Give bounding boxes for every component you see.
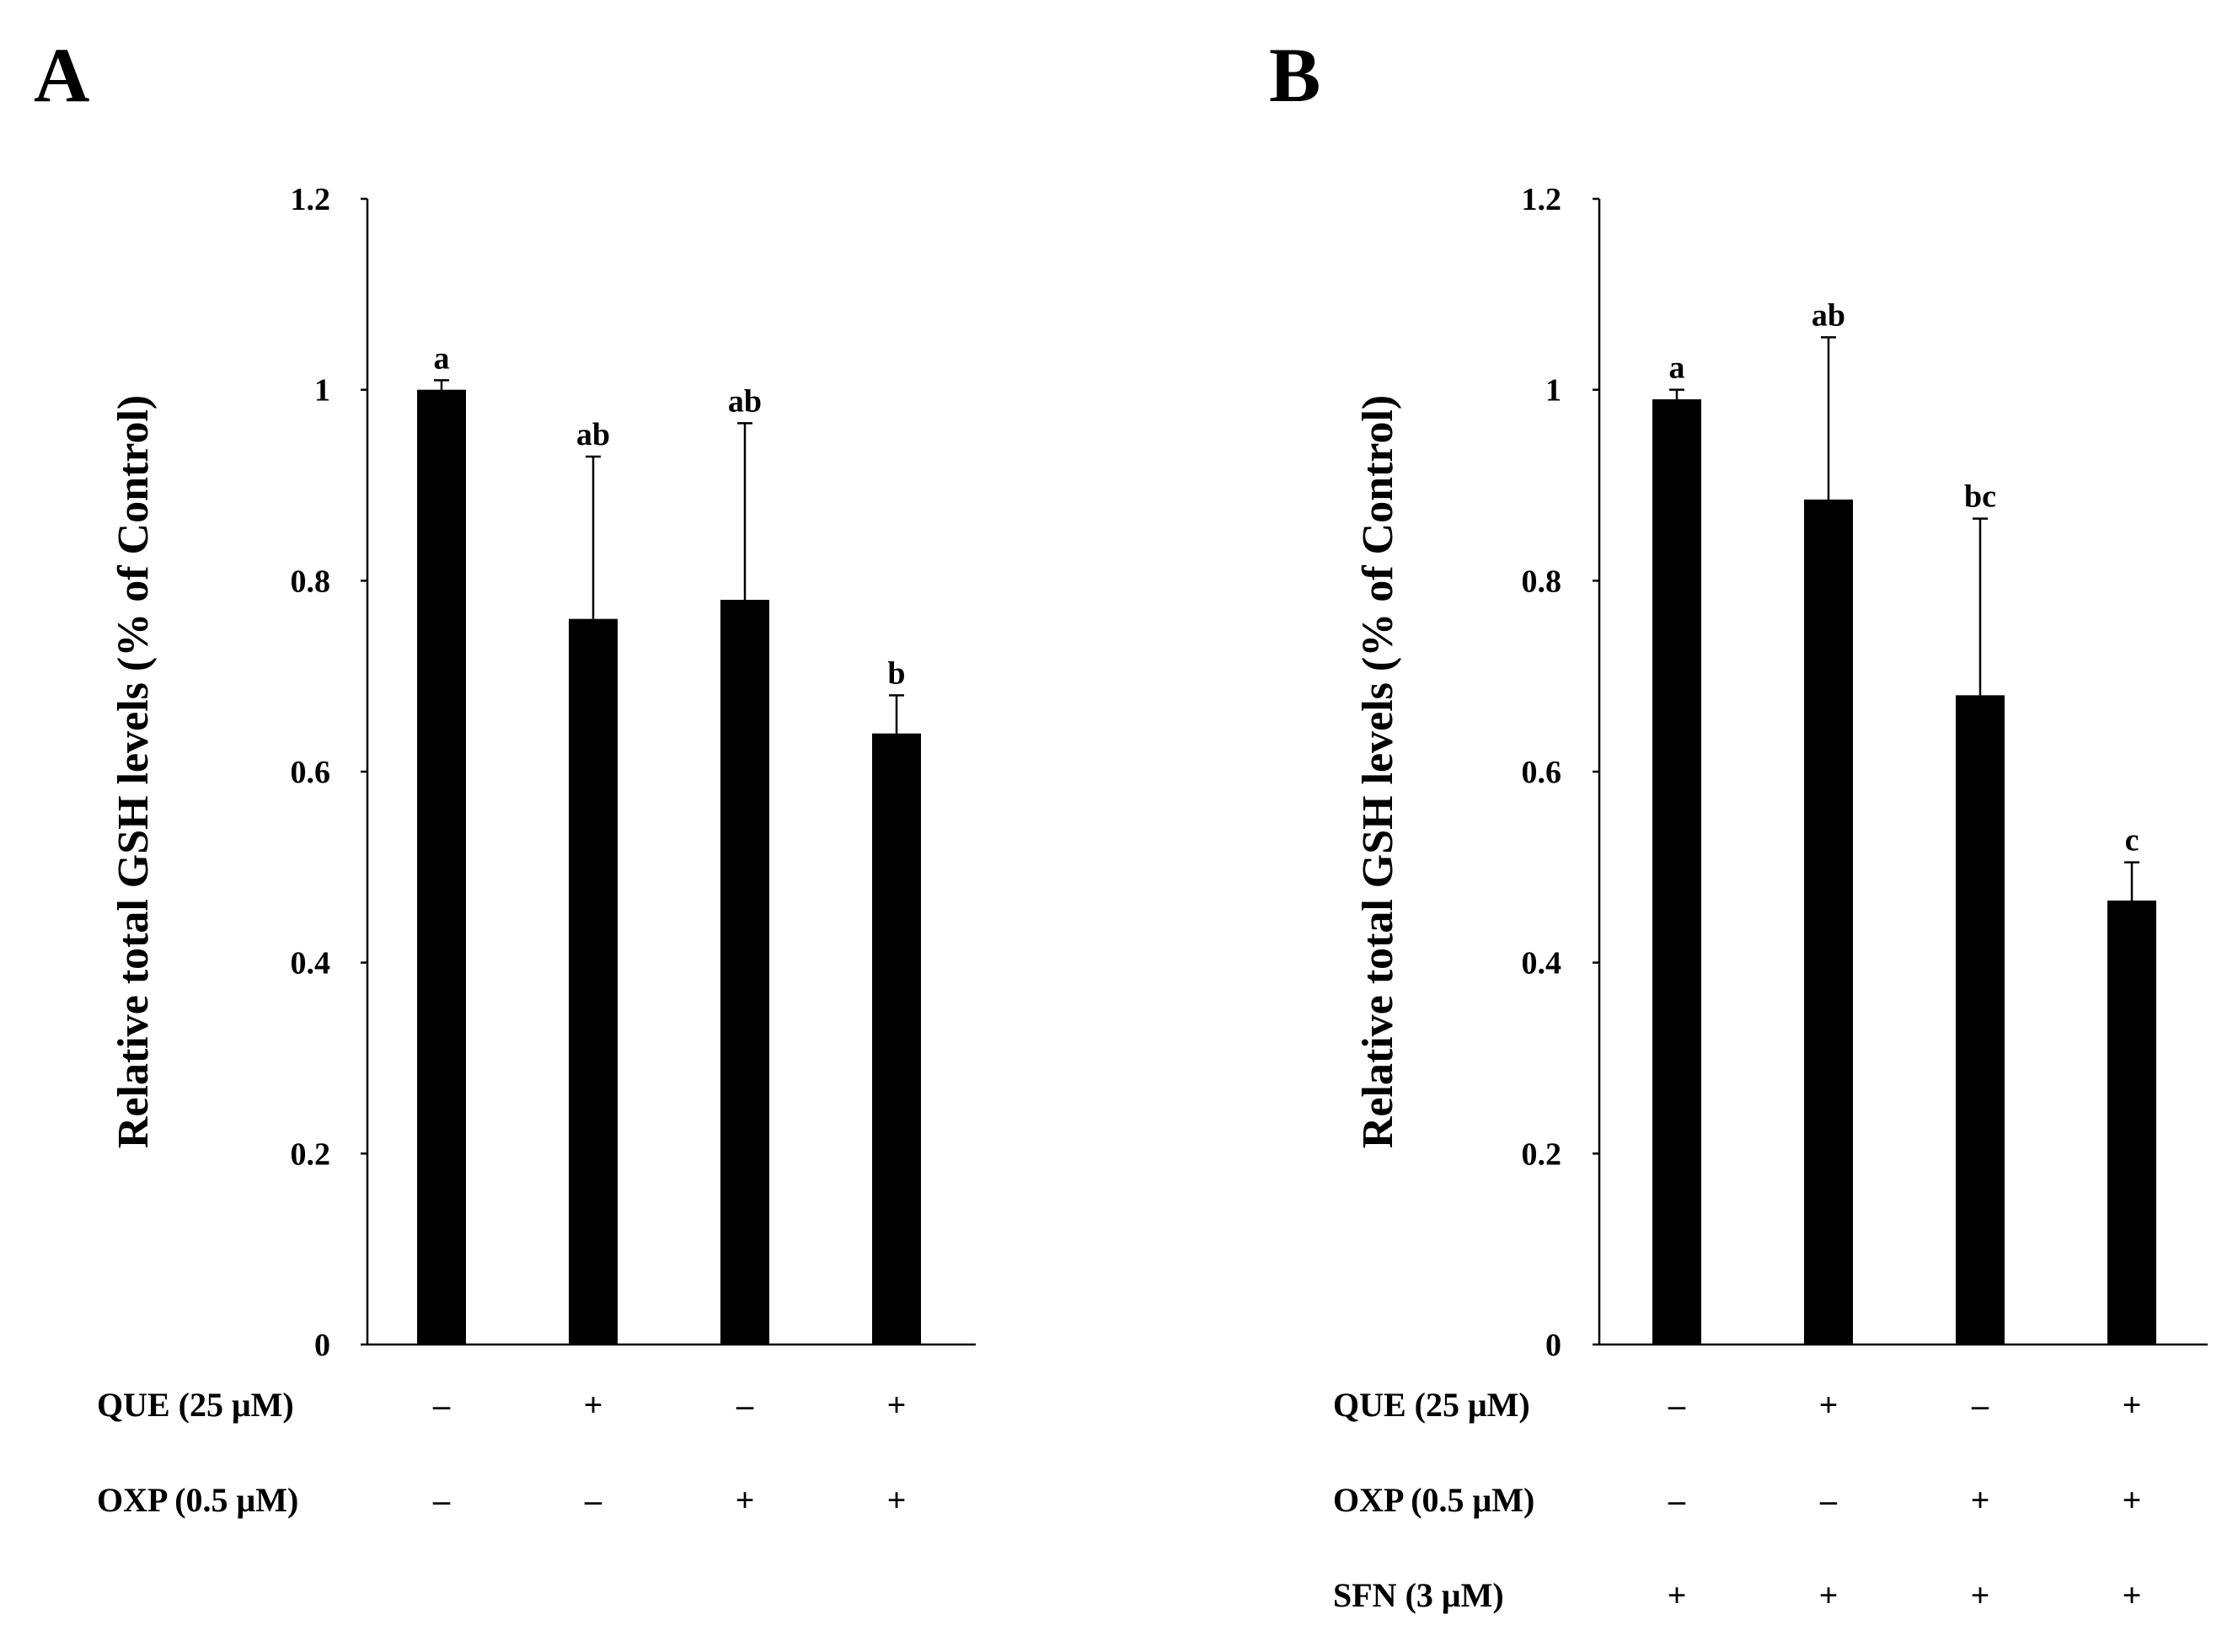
y-tick-label: 0.2 — [1522, 1136, 1562, 1172]
y-tick-label: 0.4 — [291, 946, 331, 981]
panel-letter: B — [1269, 32, 1320, 118]
treatment-sign: – — [584, 1481, 602, 1519]
treatment-label: SFN (3 μM) — [1333, 1576, 1504, 1614]
treatment-sign: + — [584, 1386, 603, 1424]
treatment-label: OXP (0.5 μM) — [97, 1481, 298, 1519]
significance-label: c — [2125, 823, 2139, 858]
y-tick-label: 0.8 — [291, 564, 331, 599]
y-tick-label: 0.6 — [1522, 755, 1562, 790]
bar — [1956, 695, 2005, 1345]
significance-label: a — [1669, 350, 1685, 386]
y-tick-label: 0 — [314, 1328, 330, 1363]
treatment-sign: – — [432, 1386, 451, 1424]
bar — [569, 618, 618, 1345]
treatment-sign: + — [2123, 1576, 2142, 1614]
bar — [872, 733, 921, 1345]
significance-label: b — [887, 655, 905, 691]
treatment-sign: – — [1819, 1481, 1838, 1519]
bar — [417, 389, 466, 1345]
treatment-sign: – — [432, 1481, 451, 1519]
treatment-sign: + — [1668, 1576, 1687, 1614]
significance-label: a — [434, 340, 450, 376]
significance-label: ab — [576, 417, 610, 452]
bar — [1804, 500, 1853, 1345]
treatment-sign: – — [1668, 1481, 1686, 1519]
treatment-sign: + — [1819, 1386, 1839, 1424]
y-tick-label: 0.6 — [291, 755, 331, 790]
y-tick-label: 0.4 — [1522, 946, 1562, 981]
chart-panel-b: B 0 0.2 0.4 0.6 0.8 1 1.2 Relative total GSH lev… — [1269, 32, 2208, 1614]
treatment-label: QUE (25 μM) — [1333, 1386, 1530, 1424]
significance-label: ab — [1812, 297, 1845, 333]
treatment-sign: + — [1971, 1576, 1990, 1614]
bar — [720, 600, 769, 1345]
treatment-sign: + — [736, 1481, 755, 1519]
y-axis-label: Relative total GSH levels (% of Control) — [110, 395, 158, 1148]
y-tick-label: 1 — [1545, 373, 1561, 409]
bar — [2107, 901, 2156, 1345]
y-tick-label: 1.2 — [1522, 182, 1562, 217]
y-axis-label: Relative total GSH levels (% of Control) — [1354, 395, 1402, 1148]
y-tick-label: 1.2 — [291, 182, 331, 217]
significance-label: bc — [1964, 479, 1996, 515]
significance-label: ab — [728, 383, 762, 419]
treatment-sign: + — [2123, 1481, 2142, 1519]
y-tick-label: 0 — [1545, 1328, 1561, 1363]
panel-letter: A — [34, 32, 89, 118]
y-tick-label: 0.2 — [291, 1136, 331, 1172]
bar — [1652, 399, 1701, 1345]
y-tick-label: 0.8 — [1522, 564, 1562, 599]
treatment-label: OXP (0.5 μM) — [1333, 1481, 1534, 1519]
treatment-sign: – — [1971, 1386, 1989, 1424]
treatment-sign: – — [736, 1386, 754, 1424]
treatment-sign: + — [2123, 1386, 2142, 1424]
treatment-sign: + — [1971, 1481, 1990, 1519]
treatment-sign: – — [1668, 1386, 1686, 1424]
y-tick-label: 1 — [314, 373, 330, 409]
treatment-sign: + — [887, 1481, 907, 1519]
treatment-sign: + — [1819, 1576, 1839, 1614]
treatment-label: QUE (25 μM) — [97, 1386, 294, 1424]
chart-panel-a: A 0 0.2 0.4 0.6 0.8 1 1.2 Relative total GSH lev… — [34, 32, 976, 1519]
treatment-sign: + — [887, 1386, 907, 1424]
